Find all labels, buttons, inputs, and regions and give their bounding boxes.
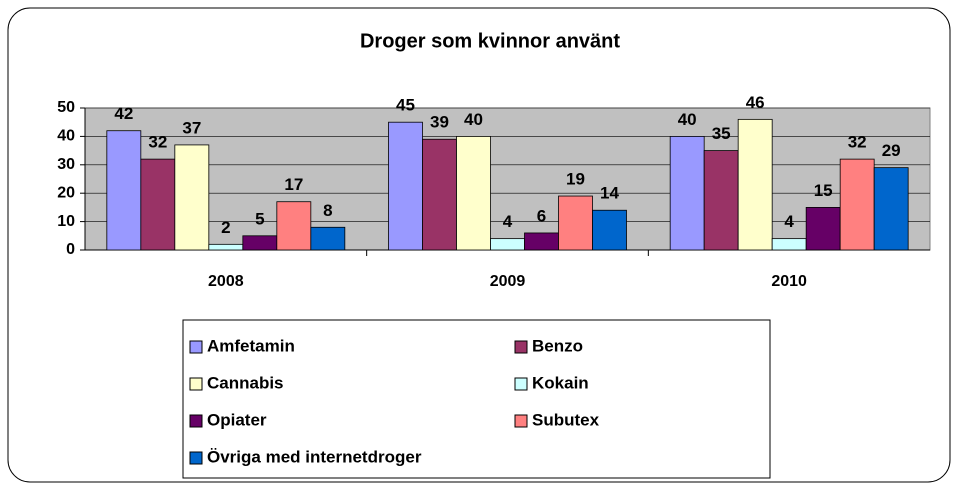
y-tick-label: 40 <box>57 128 75 145</box>
legend-swatch <box>514 340 528 354</box>
y-tick-label: 50 <box>57 99 75 116</box>
bar <box>310 226 346 251</box>
bar <box>140 158 176 251</box>
y-tick-label: 0 <box>66 241 75 258</box>
legend-label: Övriga med internetdroger <box>207 447 422 466</box>
legend-label: Opiater <box>207 410 267 429</box>
legend-swatch <box>189 451 203 465</box>
data-label: 8 <box>323 201 332 220</box>
legend-swatch <box>514 414 528 428</box>
bar <box>524 232 559 251</box>
bar <box>873 167 909 251</box>
y-tick-label: 10 <box>57 213 75 230</box>
bar <box>558 195 593 251</box>
bar <box>242 235 278 251</box>
data-label: 40 <box>678 110 697 129</box>
bar <box>276 201 312 251</box>
legend-swatch <box>189 414 203 428</box>
y-tick-label: 20 <box>57 184 75 201</box>
bar <box>737 118 773 251</box>
data-label: 19 <box>566 170 585 189</box>
bar <box>703 150 739 251</box>
data-label: 32 <box>848 133 867 152</box>
bar <box>592 209 627 251</box>
data-label: 39 <box>430 113 449 132</box>
data-label: 6 <box>537 206 546 225</box>
y-tick-label: 30 <box>57 156 75 173</box>
bar <box>669 135 705 251</box>
legend-swatch <box>189 377 203 391</box>
legend-swatch <box>514 377 528 391</box>
data-label: 2 <box>221 218 230 237</box>
x-tick-label: 2010 <box>771 273 807 290</box>
bar <box>174 144 210 251</box>
bar <box>106 130 142 251</box>
legend-label: Kokain <box>532 373 589 392</box>
chart-title: Droger som kvinnor använt <box>360 30 620 52</box>
data-label: 4 <box>784 212 794 231</box>
x-tick-label: 2009 <box>490 273 526 290</box>
data-label: 5 <box>255 209 264 228</box>
data-label: 4 <box>503 212 513 231</box>
bar <box>805 206 841 251</box>
data-label: 40 <box>464 110 483 129</box>
bar <box>456 135 491 251</box>
data-label: 42 <box>114 104 133 123</box>
bar <box>771 238 807 251</box>
legend-label: Cannabis <box>207 373 284 392</box>
data-label: 45 <box>396 96 415 115</box>
data-label: 46 <box>746 93 765 112</box>
data-label: 37 <box>182 118 201 137</box>
data-label: 15 <box>814 181 833 200</box>
legend-swatch <box>189 340 203 354</box>
legend-label: Subutex <box>532 410 600 429</box>
data-label: 17 <box>284 175 303 194</box>
data-label: 29 <box>882 141 901 160</box>
bar <box>422 138 457 251</box>
legend-label: Amfetamin <box>207 336 295 355</box>
bar <box>388 121 423 251</box>
data-label: 14 <box>600 184 619 203</box>
legend <box>182 319 771 479</box>
bar <box>490 238 525 251</box>
bar <box>208 243 244 251</box>
data-label: 32 <box>148 133 167 152</box>
bar <box>839 158 875 251</box>
legend-label: Benzo <box>532 336 583 355</box>
plot-area <box>84 107 931 251</box>
x-tick-label: 2008 <box>208 273 244 290</box>
data-label: 35 <box>712 124 731 143</box>
